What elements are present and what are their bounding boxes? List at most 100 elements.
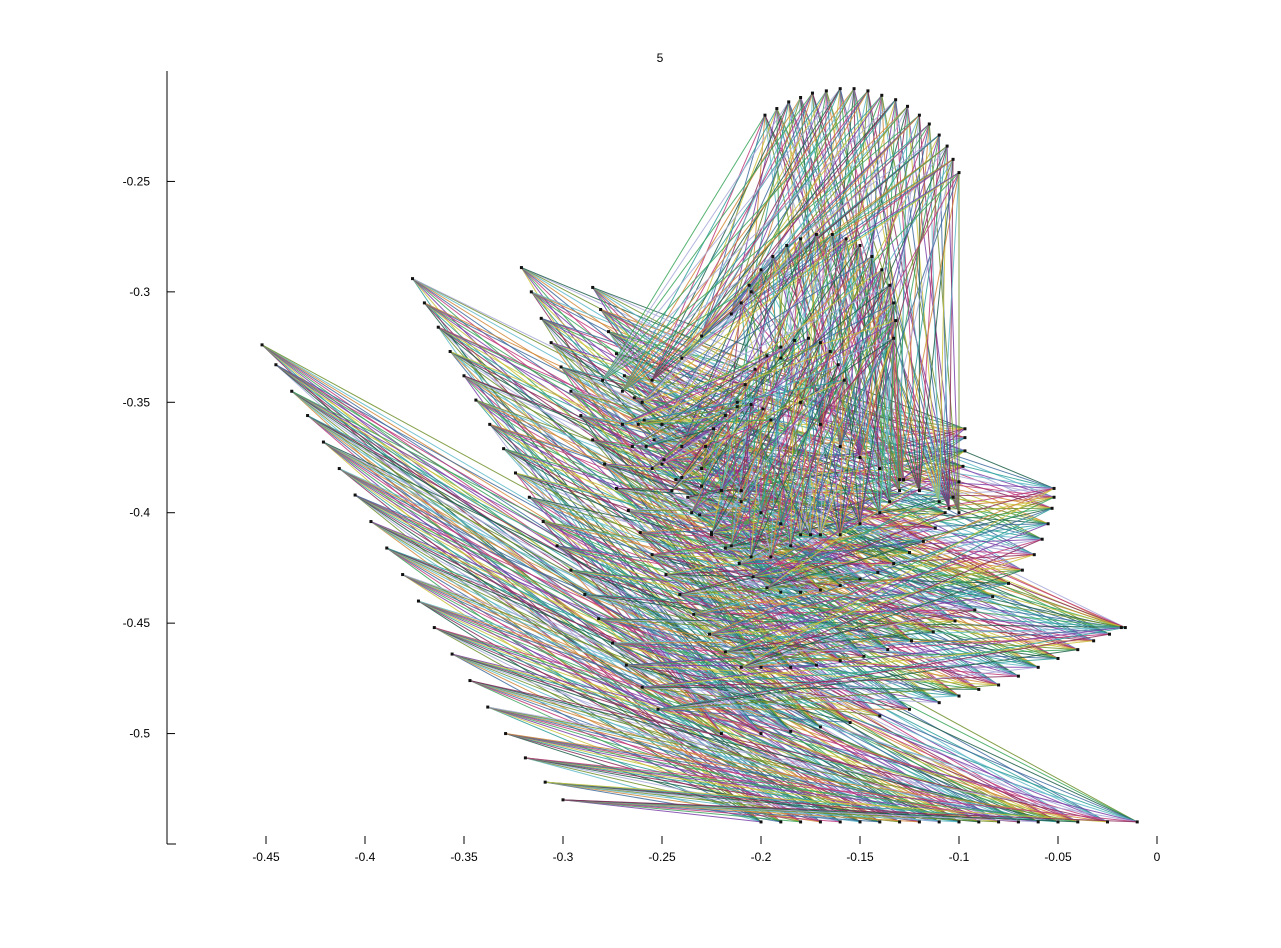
axes <box>166 71 176 845</box>
data-point <box>953 619 957 623</box>
series-line <box>632 342 821 447</box>
data-point <box>898 478 902 482</box>
series-line <box>693 613 841 662</box>
data-point <box>991 595 995 599</box>
data-point <box>749 290 753 294</box>
series-line <box>740 302 895 502</box>
data-point <box>664 573 668 577</box>
series-line <box>739 563 821 591</box>
data-point <box>878 511 882 515</box>
data-point <box>474 398 478 402</box>
data-point <box>937 701 941 705</box>
series-line <box>709 538 1043 635</box>
data-point <box>937 820 941 824</box>
series-line <box>665 574 1009 584</box>
data-point <box>902 478 906 482</box>
series-line <box>711 532 924 542</box>
data-point <box>561 798 565 802</box>
series-line <box>699 437 966 516</box>
series-line <box>570 569 1078 651</box>
data-point <box>622 374 626 378</box>
series-line <box>740 404 752 491</box>
data-point <box>880 93 884 97</box>
series-line <box>701 99 897 337</box>
x-tick-label: -0.2 <box>751 850 772 864</box>
x-tick-label: -0.25 <box>648 850 676 864</box>
series-line <box>739 481 960 564</box>
series-line <box>693 554 1035 615</box>
data-point <box>723 546 727 550</box>
data-point <box>848 721 852 725</box>
data-point <box>735 400 739 404</box>
data-point <box>1036 665 1040 669</box>
series-line <box>525 757 1078 823</box>
series-line <box>725 609 975 653</box>
series-line <box>907 106 960 513</box>
data-point <box>650 553 654 557</box>
series-line <box>810 351 831 535</box>
series-line <box>701 404 752 487</box>
series-line <box>291 390 1039 823</box>
data-point <box>844 237 848 241</box>
data-point <box>640 400 644 404</box>
data-point <box>1046 522 1050 526</box>
series-line <box>434 627 1108 823</box>
series-line <box>505 733 1108 823</box>
series-line <box>323 441 1138 823</box>
data-point <box>1076 820 1080 824</box>
series-line <box>681 97 802 359</box>
series-line <box>642 640 1094 688</box>
series-line <box>687 496 946 514</box>
series-line <box>624 375 960 483</box>
data-point <box>541 520 545 524</box>
series-line <box>370 521 1059 823</box>
data-point <box>951 495 955 499</box>
data-point <box>739 489 743 493</box>
series-line <box>424 302 1059 659</box>
data-point <box>842 378 846 382</box>
data-point <box>759 511 763 515</box>
series-line <box>469 680 1059 823</box>
series-line <box>730 346 782 546</box>
data-point <box>549 341 553 345</box>
data-point <box>632 396 636 400</box>
series-line <box>570 390 841 662</box>
data-point <box>686 495 690 499</box>
data-point <box>775 107 779 111</box>
series-line <box>487 706 762 823</box>
data-point <box>1052 495 1056 499</box>
data-point <box>739 301 743 305</box>
series-line <box>711 342 821 536</box>
data-point <box>432 626 436 630</box>
series-line <box>867 90 950 509</box>
data-point <box>486 705 490 709</box>
data-point <box>814 232 818 236</box>
x-tick-label: -0.35 <box>450 850 478 864</box>
data-point <box>951 157 955 161</box>
series-line <box>938 135 950 509</box>
series-line <box>859 338 895 524</box>
series-line <box>562 799 1138 823</box>
series-line <box>658 684 999 710</box>
data-point <box>779 356 783 360</box>
series-line <box>699 514 878 573</box>
series-line <box>918 135 940 491</box>
data-point <box>488 422 492 426</box>
data-point <box>937 133 941 137</box>
data-point <box>599 308 603 312</box>
series-line <box>451 653 999 823</box>
series-line <box>651 90 869 381</box>
series-line <box>489 423 1039 668</box>
series-line <box>602 92 813 381</box>
data-point <box>870 255 874 259</box>
series-line <box>711 428 966 534</box>
series-line <box>859 245 905 480</box>
series-line <box>766 481 960 589</box>
series-line <box>487 706 1039 823</box>
series-line <box>641 284 890 403</box>
data-point <box>921 539 925 543</box>
data-point <box>769 555 773 559</box>
data-point <box>908 707 911 711</box>
series-line <box>766 578 861 589</box>
data-point <box>858 820 862 824</box>
